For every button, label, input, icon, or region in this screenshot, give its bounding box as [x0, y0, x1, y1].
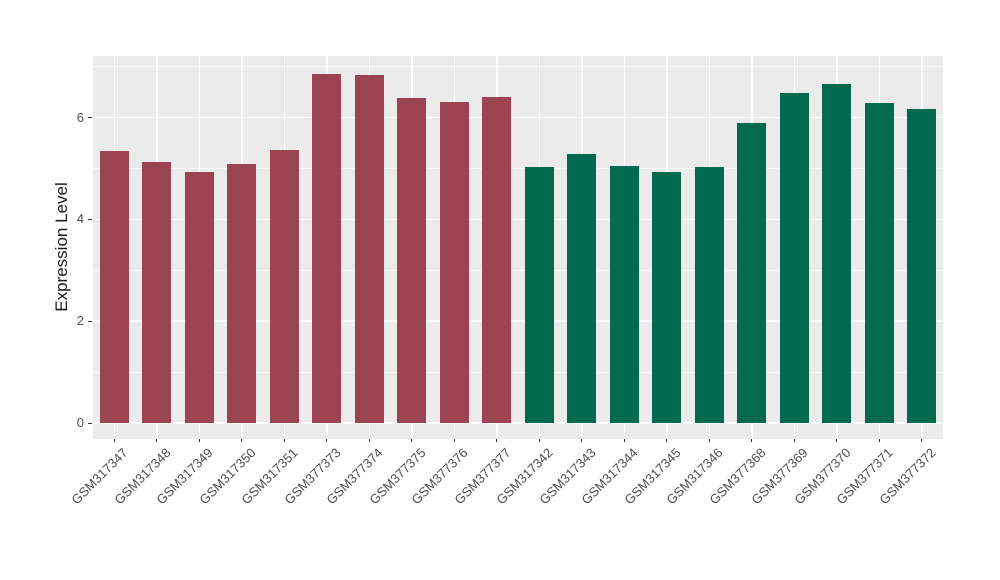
- minor-gridline: [93, 66, 943, 68]
- y-tick-label: 2: [76, 313, 84, 329]
- bar: [694, 166, 724, 423]
- y-tick-mark: [88, 320, 92, 322]
- minor-gridline: [93, 371, 943, 373]
- y-tick-mark: [88, 218, 92, 220]
- y-tick-label: 0: [76, 415, 84, 430]
- bar: [779, 93, 809, 423]
- bar: [652, 172, 682, 423]
- bar: [567, 153, 597, 423]
- bar: [907, 108, 937, 423]
- bar: [609, 165, 639, 423]
- major-gridline: [93, 422, 943, 424]
- minor-gridline: [93, 168, 943, 169]
- y-tick-label: 6: [76, 109, 84, 125]
- bar: [439, 101, 469, 423]
- bar: [354, 75, 384, 423]
- bar: [312, 73, 342, 423]
- x-tick-mark: [453, 439, 455, 442]
- x-tick-mark: [836, 439, 838, 442]
- bar: [864, 103, 894, 423]
- x-tick-mark: [368, 439, 370, 442]
- x-tick-mark: [326, 439, 328, 442]
- x-tick-mark: [113, 439, 115, 442]
- y-axis-title: Expression Level: [52, 182, 71, 312]
- x-tick-mark: [241, 439, 243, 442]
- x-tick-mark: [921, 439, 923, 442]
- bar: [524, 166, 554, 423]
- x-tick-mark: [283, 439, 285, 442]
- bar: [482, 97, 512, 423]
- x-tick-mark: [198, 439, 200, 442]
- x-tick-mark: [623, 439, 625, 442]
- x-tick-mark: [496, 439, 498, 442]
- x-tick-mark: [708, 439, 710, 442]
- bar: [737, 123, 767, 423]
- plot-panel: [93, 56, 943, 439]
- x-tick-mark: [878, 439, 880, 442]
- y-tick-mark: [88, 422, 92, 424]
- x-tick-mark: [581, 439, 583, 442]
- y-tick-mark: [88, 117, 92, 119]
- bar: [822, 84, 852, 423]
- y-tick-label: 4: [76, 211, 84, 227]
- minor-gridline: [93, 269, 943, 271]
- x-tick-mark: [793, 439, 795, 442]
- major-gridline: [93, 320, 943, 322]
- bar: [142, 161, 172, 423]
- bar: [227, 163, 257, 423]
- bar: [269, 150, 299, 423]
- bar: [397, 97, 427, 423]
- major-gridline: [93, 116, 943, 119]
- x-tick-mark: [538, 439, 540, 442]
- major-gridline: [93, 218, 943, 221]
- x-tick-mark: [666, 439, 668, 442]
- bar: [99, 151, 129, 423]
- bar: [184, 172, 214, 423]
- x-tick-mark: [411, 439, 413, 442]
- x-tick-mark: [751, 439, 753, 442]
- x-tick-mark: [156, 439, 158, 442]
